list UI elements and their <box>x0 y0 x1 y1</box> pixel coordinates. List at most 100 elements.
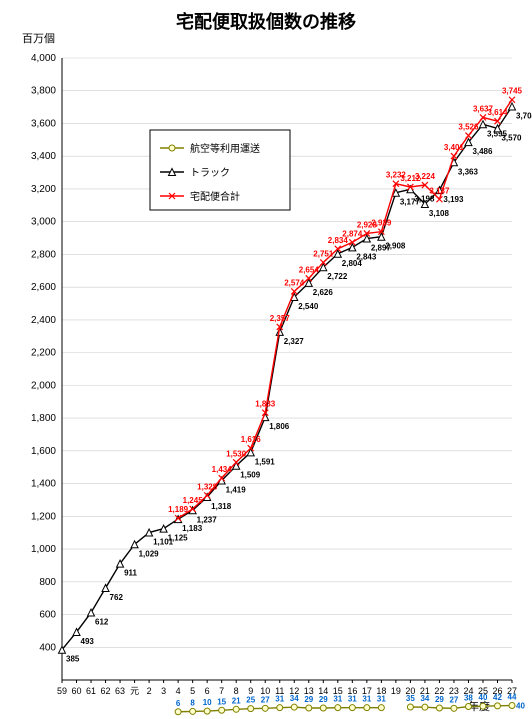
data-label-total: 1,616 <box>241 435 262 444</box>
data-label-air: 29 <box>435 695 444 704</box>
data-label-truck: 2,626 <box>313 288 334 297</box>
data-label-air: 10 <box>203 698 212 707</box>
x-tick-label: 19 <box>391 686 401 696</box>
x-tick-label: 3 <box>161 686 166 696</box>
data-label-air: 44 <box>508 693 517 702</box>
x-tick-label: 2 <box>147 686 152 696</box>
y-tick-label: 2,600 <box>31 282 56 293</box>
y-tick-label: 3,400 <box>31 151 56 162</box>
data-label-total: 1,328 <box>197 482 218 491</box>
data-label-air: 6 <box>176 699 181 708</box>
data-label-truck: 2,327 <box>284 337 305 346</box>
chart-svg: 宅配便取扱個数の推移百万個年度4006008001,0001,2001,4001… <box>0 0 532 719</box>
marker-circle <box>320 705 326 711</box>
data-label-truck: 1,183 <box>182 524 203 533</box>
data-label-total: 2,751 <box>313 249 334 258</box>
x-tick-label: 6 <box>205 686 210 696</box>
series-line-air <box>178 706 512 712</box>
marker-triangle <box>102 585 109 592</box>
y-tick-label: 2,800 <box>31 249 56 260</box>
data-label-truck: 1,806 <box>269 422 290 431</box>
x-tick-label: 5 <box>190 686 195 696</box>
marker-circle <box>233 706 239 712</box>
x-tick-label: 63 <box>115 686 125 696</box>
data-label-truck: 1,318 <box>211 502 232 511</box>
data-label-total: 2,939 <box>371 219 392 228</box>
y-tick-label: 1,400 <box>31 479 56 490</box>
marker-triangle <box>88 609 95 616</box>
data-label-total: 1,245 <box>183 496 204 505</box>
data-label-total: 3,137 <box>429 186 450 195</box>
y-tick-label: 3,600 <box>31 118 56 129</box>
y-tick-label: 600 <box>39 610 56 621</box>
end-label-air: 40 <box>516 702 525 711</box>
marker-circle <box>364 705 370 711</box>
y-tick-label: 2,000 <box>31 380 56 391</box>
data-label-truck: 493 <box>81 637 95 646</box>
data-label-total: 1,189 <box>168 505 189 514</box>
data-label-air: 25 <box>246 696 255 705</box>
data-label-truck: 1,237 <box>197 515 218 524</box>
x-tick-label: 60 <box>72 686 82 696</box>
data-label-truck: 3,108 <box>429 209 450 218</box>
y-tick-label: 1,800 <box>31 413 56 424</box>
marker-circle <box>248 706 254 712</box>
y-tick-label: 3,800 <box>31 86 56 97</box>
x-tick-label: 61 <box>86 686 96 696</box>
data-label-truck: 2,843 <box>356 252 377 261</box>
data-label-total: 2,874 <box>342 229 363 238</box>
data-label-air: 29 <box>319 695 328 704</box>
x-tick-label: 元 <box>130 686 139 696</box>
marker-circle <box>509 703 515 709</box>
y-tick-label: 4,000 <box>31 53 56 64</box>
marker-circle <box>219 707 225 713</box>
data-label-air: 35 <box>406 694 415 703</box>
marker-circle <box>190 708 196 714</box>
marker-circle <box>422 704 428 710</box>
marker-circle <box>349 705 355 711</box>
y-tick-label: 1,600 <box>31 446 56 457</box>
marker-circle <box>262 705 268 711</box>
data-label-air: 40 <box>479 693 488 702</box>
data-label-total: 2,357 <box>270 314 291 323</box>
data-label-air: 31 <box>377 695 386 704</box>
data-label-truck: 1,029 <box>139 549 160 558</box>
chart-container: 宅配便取扱個数の推移百万個年度4006008001,0001,2001,4001… <box>0 0 532 719</box>
marker-circle <box>291 704 297 710</box>
marker-circle <box>175 709 181 715</box>
marker-circle <box>436 705 442 711</box>
data-label-truck: 385 <box>66 655 80 664</box>
data-label-truck: 2,722 <box>327 272 348 281</box>
marker-circle <box>451 705 457 711</box>
data-label-air: 31 <box>275 695 284 704</box>
data-label-total: 2,654 <box>299 265 320 274</box>
chart-title: 宅配便取扱個数の推移 <box>176 11 356 32</box>
y-tick-label: 2,200 <box>31 348 56 359</box>
data-label-truck: 1,419 <box>226 485 247 494</box>
data-label-total: 3,526 <box>458 123 479 132</box>
data-label-truck: 762 <box>110 593 124 602</box>
data-label-air: 29 <box>304 695 313 704</box>
data-label-air: 21 <box>232 696 241 705</box>
marker-circle <box>407 704 413 710</box>
marker-circle <box>204 708 210 714</box>
data-label-air: 27 <box>449 695 458 704</box>
data-label-air: 8 <box>190 698 195 707</box>
data-label-truck: 2,540 <box>298 302 319 311</box>
data-label-air: 38 <box>464 694 473 703</box>
data-label-truck: 3,363 <box>458 167 479 176</box>
data-label-total: 1,833 <box>255 400 276 409</box>
data-label-truck: 1,591 <box>255 457 276 466</box>
marker-circle <box>169 145 175 151</box>
y-tick-label: 3,200 <box>31 184 56 195</box>
data-label-total: 3,401 <box>444 143 465 152</box>
data-label-air: 31 <box>348 695 357 704</box>
data-label-air: 34 <box>290 694 299 703</box>
data-label-truck: 1,509 <box>240 471 261 480</box>
data-label-air: 15 <box>217 697 226 706</box>
data-label-total: 2,574 <box>284 278 305 287</box>
y-tick-label: 1,200 <box>31 511 56 522</box>
data-label-air: 31 <box>333 695 342 704</box>
marker-circle <box>494 703 500 709</box>
data-label-total: 3,745 <box>502 87 523 96</box>
